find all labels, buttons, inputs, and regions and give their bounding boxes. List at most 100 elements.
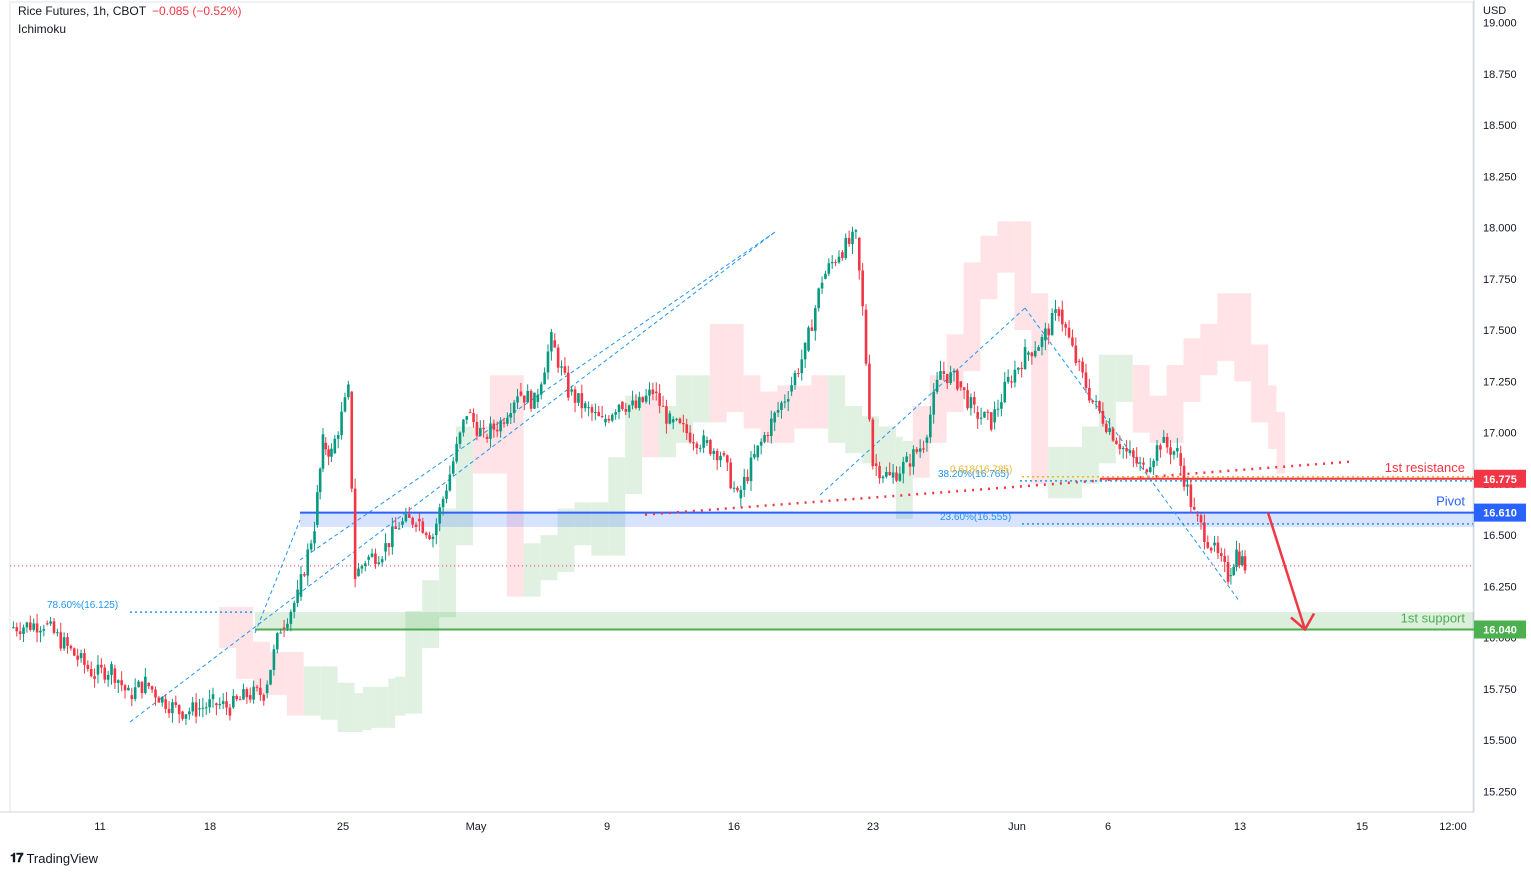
candle-body — [1040, 337, 1044, 347]
candle-body — [221, 701, 225, 704]
candle-body — [340, 411, 343, 436]
candle-body — [89, 668, 93, 677]
candle-body — [563, 366, 567, 373]
candle-body — [56, 632, 59, 634]
candle-body — [384, 543, 387, 552]
candle-body — [1050, 313, 1054, 336]
candle-body — [590, 407, 594, 413]
candle-body — [952, 370, 956, 373]
cloud-segment — [692, 375, 710, 423]
candle-body — [336, 435, 340, 439]
tradingview-icon: 𝟏𝟕 — [10, 850, 24, 865]
cloud-segment — [523, 543, 541, 597]
candle-body — [391, 526, 394, 548]
cloud-segment — [878, 426, 896, 474]
x-tick-label: 25 — [337, 821, 349, 833]
candle-body — [766, 435, 770, 437]
candle-body — [570, 389, 573, 392]
candle-body — [1165, 436, 1169, 448]
candle-body — [942, 371, 946, 374]
candle-body — [265, 684, 269, 694]
candle-body — [475, 422, 479, 436]
cloud-segment — [902, 440, 913, 519]
cloud-segment — [1183, 338, 1201, 402]
indicator-label[interactable]: Ichimoku — [18, 22, 67, 36]
swing-line — [129, 231, 776, 723]
cloud-segment — [1276, 412, 1285, 474]
cloud-segment — [642, 395, 660, 458]
candle-body — [1199, 515, 1203, 523]
candle-body — [1148, 467, 1152, 473]
y-tick-label: 18.500 — [1483, 120, 1517, 132]
candle-body — [627, 405, 631, 412]
candle-body — [634, 400, 638, 409]
candle-body — [1189, 484, 1193, 508]
candle-body — [1176, 448, 1179, 452]
candle-body — [59, 632, 63, 649]
candle-body — [252, 686, 255, 700]
candle-body — [1064, 324, 1067, 328]
candle-body — [864, 309, 868, 364]
candle-body — [712, 450, 716, 454]
candle-body — [550, 332, 553, 352]
y-tick-label: 17.000 — [1483, 428, 1517, 440]
candle-body — [318, 468, 322, 493]
candle-body — [726, 455, 729, 463]
y-tick-label: 18.750 — [1483, 69, 1517, 81]
symbol-title[interactable]: Rice Futures, 1h, CBOT — [18, 4, 147, 18]
candle-body — [435, 523, 438, 536]
candle-body — [597, 412, 601, 417]
candle-body — [123, 685, 127, 691]
candle-body — [830, 262, 834, 264]
candle-body — [279, 632, 282, 634]
candle-body — [377, 562, 381, 565]
candle-body — [898, 473, 902, 481]
candle-body — [932, 391, 936, 415]
candle-body — [62, 637, 66, 649]
tradingview-logo[interactable]: 𝟏𝟕 TradingView — [10, 850, 98, 866]
candle-body — [1135, 456, 1139, 464]
support-zone — [255, 612, 1474, 630]
candle-body — [306, 549, 310, 576]
candle-body — [949, 372, 952, 384]
candle-body — [177, 705, 181, 715]
cloud-segment — [405, 611, 423, 714]
candle-body — [641, 397, 645, 402]
candle-body — [428, 535, 431, 540]
candle-body — [1169, 447, 1172, 455]
cloud-segment — [269, 652, 287, 696]
candle-body — [397, 528, 401, 530]
candle-body — [479, 428, 482, 436]
forecast-arrow-head — [1290, 612, 1316, 632]
fib-label: 78.60%(16.125) — [47, 600, 118, 611]
cloud-segment — [1098, 354, 1116, 464]
y-tick-label: 16.250 — [1483, 581, 1517, 593]
candle-body — [489, 423, 492, 439]
candle-body — [167, 708, 171, 714]
candle-body — [1060, 309, 1064, 325]
candle-body — [374, 553, 377, 565]
candle-body — [1033, 350, 1037, 357]
candle-body — [194, 702, 198, 717]
candle-body — [1232, 566, 1236, 576]
candle-body — [116, 680, 120, 683]
candle-body — [445, 490, 448, 499]
cloud-segment — [286, 652, 304, 716]
cloud-segment — [540, 535, 558, 581]
candle-body — [516, 396, 519, 403]
cloud-segment — [625, 395, 643, 495]
candle-body — [238, 699, 242, 701]
level-price-text: 16.610 — [1483, 508, 1517, 520]
candle-body — [695, 443, 699, 448]
candle-body — [218, 703, 222, 706]
candle-body — [1067, 327, 1071, 338]
candle-body — [807, 327, 810, 351]
candle-body — [1020, 367, 1023, 370]
candle-body — [242, 689, 245, 700]
candle-body — [49, 621, 52, 624]
candle-body — [817, 288, 820, 309]
candle-body — [556, 347, 560, 368]
candle-body — [905, 456, 908, 462]
candle-body — [1027, 352, 1030, 355]
y-tick-label: 18.000 — [1483, 223, 1517, 235]
